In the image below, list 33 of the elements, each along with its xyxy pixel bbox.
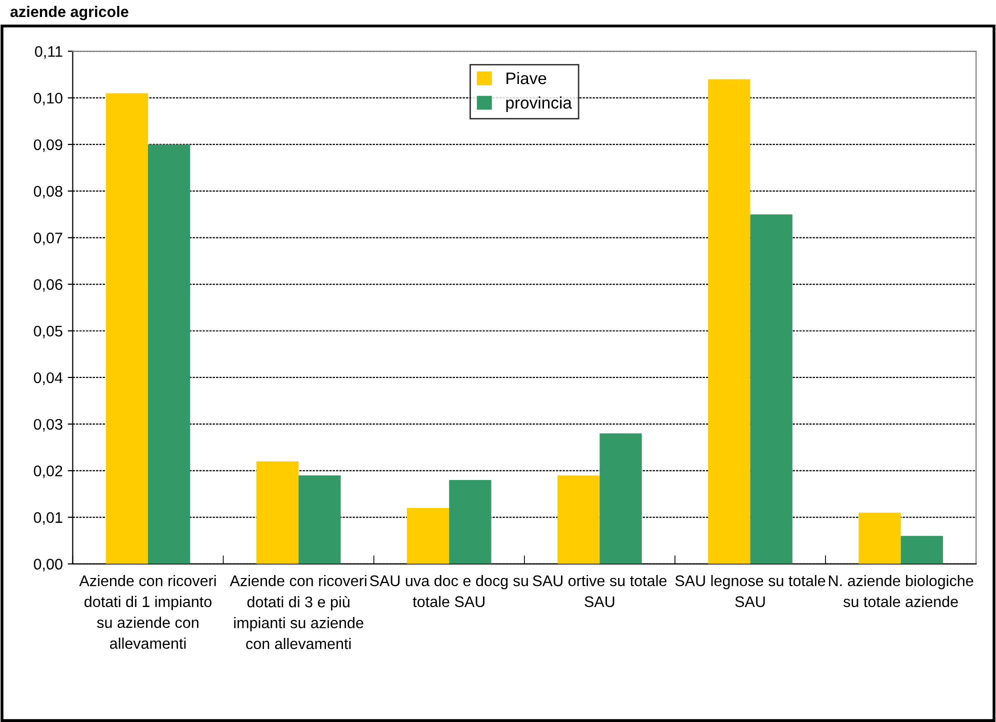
y-tick-label: 0,01 bbox=[34, 512, 62, 525]
bar bbox=[449, 480, 492, 564]
bar bbox=[600, 433, 642, 564]
x-tick-label: SAU uva doc e docg su totale SAU bbox=[370, 574, 528, 608]
x-tick-label: Aziende con ricoveri dotati di 3 e più impianti su aziende con allevamenti bbox=[230, 574, 366, 650]
bar bbox=[858, 512, 901, 564]
legend-label: provincia bbox=[506, 96, 572, 112]
x-tick-label: SAU legnose su totale SAU bbox=[675, 574, 826, 608]
y-tick-label: 0,05 bbox=[34, 326, 62, 338]
bar bbox=[256, 461, 299, 564]
y-tick-label: 0,09 bbox=[34, 139, 62, 152]
x-tick-label: Aziende con ricoveri dotati di 1 impianto su aziende con allevamenti bbox=[79, 574, 216, 649]
bar bbox=[406, 508, 450, 564]
bar bbox=[298, 475, 341, 564]
bar bbox=[558, 475, 600, 564]
bar bbox=[148, 144, 190, 564]
bar bbox=[900, 536, 943, 564]
chart-title: aziende agricole bbox=[10, 6, 128, 20]
bar bbox=[106, 93, 148, 564]
y-tick-label: 0,02 bbox=[34, 466, 62, 478]
y-tick-label: 0,04 bbox=[34, 372, 63, 385]
y-tick-label: 0,00 bbox=[34, 558, 62, 572]
y-tick-label: 0,07 bbox=[34, 232, 62, 246]
y-tick-label: 0,11 bbox=[34, 46, 62, 59]
y-tick-label: 0,03 bbox=[34, 418, 62, 432]
x-tick-label: N. aziende biologiche su totale aziende bbox=[829, 574, 974, 608]
bar bbox=[708, 79, 750, 564]
y-tick-label: 0,08 bbox=[34, 186, 62, 199]
x-tick-label: SAU ortive su totale SAU bbox=[532, 574, 667, 608]
y-tick-label: 0,06 bbox=[34, 279, 62, 292]
bar bbox=[750, 214, 792, 564]
y-tick-label: 0,10 bbox=[34, 92, 62, 106]
legend-label: Piave bbox=[506, 72, 546, 84]
